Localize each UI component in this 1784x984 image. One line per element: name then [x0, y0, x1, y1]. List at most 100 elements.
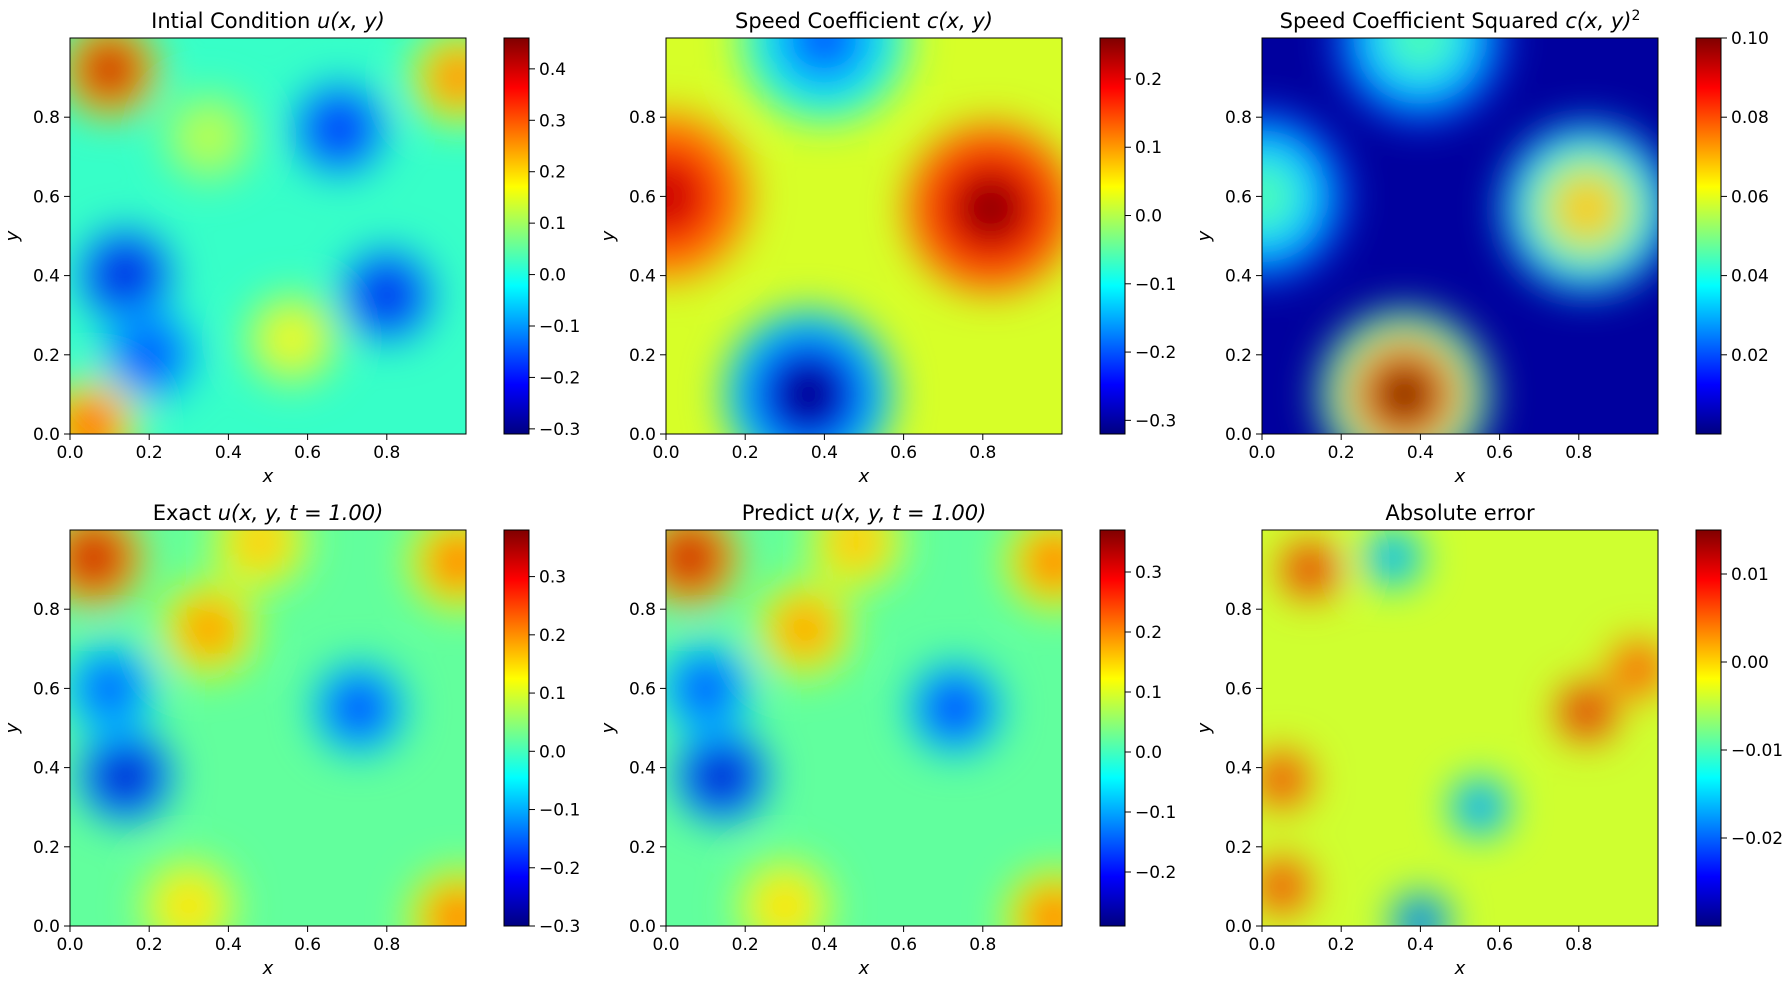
- axes-frame: [665, 529, 1063, 927]
- panel-title-math: u(x, y): [317, 9, 385, 33]
- colorbar-tick-label: −0.3: [539, 420, 580, 440]
- colorbar-tick-label: −0.01: [1731, 741, 1783, 761]
- heatmap-feature: [1574, 700, 1599, 725]
- heatmap-feature: [320, 109, 359, 149]
- y-tick-label: 0.2: [33, 838, 60, 858]
- x-tick-label: 0.8: [969, 935, 996, 955]
- heatmap-area: [1262, 38, 1658, 434]
- heatmap-feature: [90, 50, 129, 89]
- colorbar-tick-label: 0.0: [539, 742, 566, 762]
- colorbar-tick-label: 0.3: [539, 111, 566, 131]
- colorbar-tick-label: 0.04: [1731, 267, 1769, 287]
- x-tick-label: 0.8: [1565, 443, 1592, 463]
- y-axis-label: y: [598, 722, 619, 734]
- y-tick-label: 0.6: [629, 679, 656, 699]
- heatmap-feature: [438, 58, 466, 97]
- heatmap-feature: [956, 174, 1025, 243]
- y-tick-label: 0.4: [629, 759, 656, 779]
- x-tick-label: 0.6: [294, 935, 321, 955]
- y-tick-label: 0.4: [33, 267, 60, 287]
- colorbar-tick-label: 0.1: [539, 684, 566, 704]
- y-tick-label: 0.0: [629, 917, 656, 937]
- heatmap-feature: [339, 689, 379, 728]
- colorbar-tick-label: −0.2: [1135, 863, 1176, 883]
- heatmap-feature: [74, 538, 113, 577]
- y-tick-label: 0.6: [33, 679, 60, 699]
- colorbar-tick-label: 0.0: [1135, 207, 1162, 227]
- y-tick-label: 0.6: [1225, 679, 1252, 699]
- colorbar-tick-label: −0.3: [1135, 411, 1176, 431]
- heatmap-feature: [1626, 656, 1651, 681]
- heatmap-feature: [666, 162, 700, 231]
- panel-1: 0.0 0.2 0.4 0.6 0.8 0.0 0.2 0.4 0.6 0.8 x y Intial C…: [2, 9, 580, 487]
- x-tick-label: 0.4: [811, 935, 838, 955]
- y-tick-label: 0.8: [1225, 600, 1252, 620]
- heatmap-feature: [785, 609, 824, 649]
- panel-title-text: Intial Condition: [151, 9, 317, 33]
- x-tick-label: 0.0: [1248, 935, 1275, 955]
- heatmap-feature: [1467, 795, 1492, 820]
- x-axis-label: x: [262, 466, 274, 487]
- heatmap-feature: [438, 898, 466, 926]
- colorbar-tick-label: 0.2: [1135, 623, 1162, 643]
- colorbar: [1099, 37, 1126, 435]
- axes-frame: [69, 529, 467, 927]
- colorbar-tick-label: −0.2: [539, 368, 580, 388]
- y-tick-label: 0.0: [33, 917, 60, 937]
- heatmap-feature: [1380, 545, 1405, 570]
- y-tick-label: 0.8: [1225, 108, 1252, 128]
- x-tick-label: 0.8: [373, 935, 400, 955]
- x-tick-label: 0.0: [1248, 443, 1275, 463]
- colorbar-tick-label: 0.4: [539, 60, 566, 80]
- panel-title-math: c(x, y): [927, 9, 993, 33]
- y-tick-label: 0.8: [629, 600, 656, 620]
- heatmap-feature: [836, 530, 876, 562]
- panel-3: 0.0 0.2 0.4 0.6 0.8 0.0 0.2 0.4 0.6 0.8 x y Speed Co…: [1194, 8, 1769, 487]
- y-tick-label: 0.0: [629, 425, 656, 445]
- heatmap-feature: [1269, 874, 1294, 899]
- colorbar-tick-label: 0.10: [1731, 29, 1769, 49]
- heatmap-feature: [70, 406, 109, 434]
- heatmap-feature: [1269, 767, 1294, 792]
- y-axis-label: y: [2, 230, 23, 242]
- heatmap-feature: [367, 276, 406, 315]
- heatmap-feature: [106, 256, 145, 295]
- panel-title-math: u(x, y, t = 1.00): [218, 501, 384, 525]
- y-tick-label: 0.2: [1225, 838, 1252, 858]
- y-tick-label: 0.6: [629, 187, 656, 207]
- colorbar-tick-label: −0.1: [1135, 803, 1176, 823]
- colorbar-tick-label: 0.1: [1135, 138, 1162, 158]
- y-tick-label: 0.8: [33, 600, 60, 620]
- colorbar-tick-label: 0.1: [539, 214, 566, 234]
- colorbar-tick-label: 0.0: [539, 266, 566, 286]
- x-tick-label: 0.6: [1486, 935, 1513, 955]
- y-tick-label: 0.0: [33, 425, 60, 445]
- panel-2: 0.0 0.2 0.4 0.6 0.8 0.0 0.2 0.4 0.6 0.8 x y Speed Co…: [598, 9, 1176, 487]
- y-tick-label: 0.2: [629, 838, 656, 858]
- colorbar-tick-label: 0.06: [1731, 187, 1769, 207]
- y-tick-label: 0.8: [629, 108, 656, 128]
- heatmap-area: [1262, 530, 1658, 926]
- x-tick-label: 0.2: [1328, 935, 1355, 955]
- x-tick-label: 0.2: [136, 935, 163, 955]
- x-tick-label: 0.4: [1407, 935, 1434, 955]
- x-tick-label: 0.2: [732, 443, 759, 463]
- x-tick-label: 0.6: [294, 443, 321, 463]
- colorbar-tick-label: 0.3: [1135, 563, 1162, 583]
- x-tick-label: 0.4: [215, 935, 242, 955]
- axes-frame: [665, 37, 1063, 435]
- heatmap-feature: [1262, 162, 1296, 231]
- panel-title-text: Absolute error: [1385, 501, 1535, 525]
- heatmap-feature: [1034, 898, 1062, 926]
- y-tick-label: 0.4: [1225, 759, 1252, 779]
- heatmap-feature: [1408, 910, 1433, 926]
- heatmap-area: [666, 530, 1062, 926]
- x-axis-label: x: [858, 466, 870, 487]
- heatmap-feature: [1552, 174, 1621, 243]
- colorbar-tick-label: −0.1: [539, 801, 580, 821]
- colorbar-tick-label: 0.2: [539, 626, 566, 646]
- x-tick-label: 0.2: [732, 935, 759, 955]
- heatmap-area: [666, 38, 1062, 434]
- x-tick-label: 0.8: [969, 443, 996, 463]
